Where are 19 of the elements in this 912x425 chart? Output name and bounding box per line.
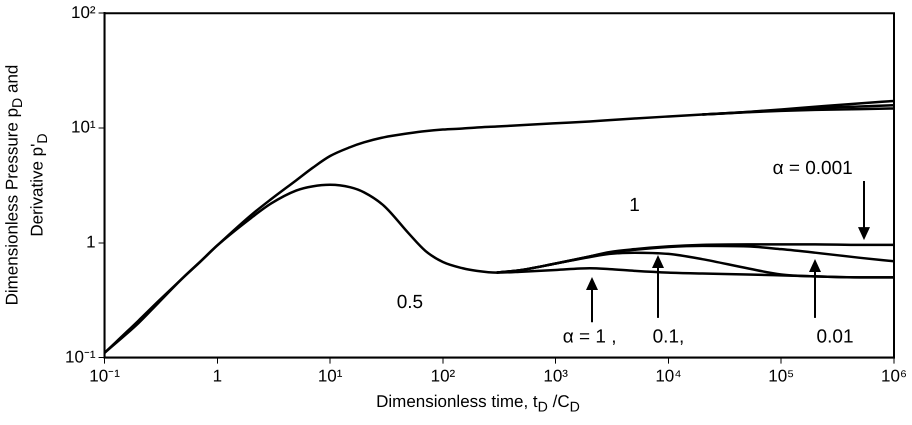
annotation: 1: [629, 195, 640, 216]
x-tick-label: 10⁻¹: [89, 366, 120, 386]
x-tick-label: 10²: [430, 366, 456, 386]
annotation: 0.1,: [652, 326, 684, 348]
y-tick-label: 10¹: [70, 118, 96, 137]
x-tick-label: 10¹: [318, 366, 343, 386]
annotation: α = 0.001: [772, 158, 853, 180]
x-tick-label: 10³: [543, 366, 568, 386]
y-tick-label: 10⁻¹: [64, 347, 96, 366]
x-tick-label: 10⁴: [655, 366, 682, 386]
annotation: 0.01: [816, 326, 854, 348]
y-tick-label: 10²: [70, 2, 96, 22]
y-tick-label: 1: [86, 232, 96, 252]
x-axis-title: Dimensionless time, t$_{D}$ /C$_{D}$: [375, 392, 581, 416]
x-tick-label: 10⁶: [881, 366, 907, 386]
annotation: α = 1 ,: [562, 326, 617, 348]
annotation: 0.5: [396, 292, 424, 314]
x-tick-label: 1: [212, 366, 222, 386]
x-tick-label: 10⁵: [768, 366, 794, 386]
